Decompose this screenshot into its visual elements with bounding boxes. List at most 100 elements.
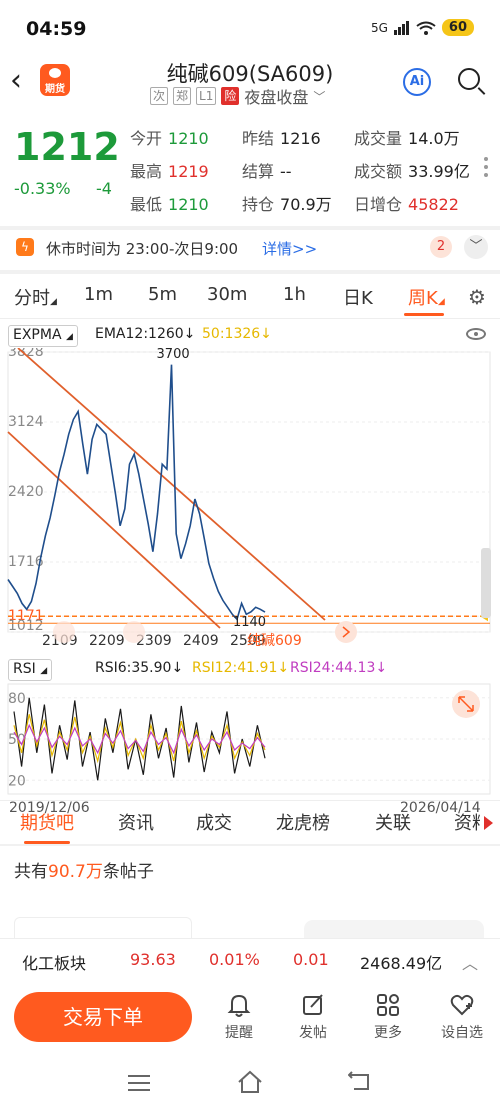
turnover-cell: 成交额 33.99亿 — [354, 158, 470, 182]
chevron-up-icon[interactable]: ︿ — [462, 954, 479, 973]
tab-intraday[interactable]: 分时◢ — [14, 288, 57, 309]
tag-risk: 险 — [221, 87, 240, 105]
sector-bar[interactable]: 化工板块 93.63 0.01% 0.01 2468.49亿 ︿ — [0, 938, 500, 980]
post-label: 发帖 — [299, 1025, 327, 1041]
notice-details-link[interactable]: 详情>> — [262, 240, 318, 258]
grid-icon — [377, 994, 399, 1016]
prev-settle-label: 昨结 — [242, 129, 275, 148]
watchlist-button[interactable]: 设自选 — [432, 992, 492, 1042]
status-icons: 5G 60 — [371, 19, 474, 36]
ai-assistant-icon[interactable]: Ai — [403, 68, 431, 96]
tag-level: L1 — [196, 87, 217, 105]
more-button[interactable]: 更多 — [358, 992, 418, 1042]
chevron-right-icon — [342, 626, 351, 638]
back-nav-icon[interactable] — [348, 1071, 372, 1093]
tab-news[interactable]: 资讯 — [118, 813, 154, 834]
change-percent: -0.33% — [14, 179, 71, 198]
low-label: 1140 — [233, 615, 266, 630]
instrument-label: 纯碱609 — [247, 633, 302, 649]
forum-tabs: 期货吧 资讯 成交 龙虎榜 关联 资料 — [0, 800, 500, 844]
tab-daily-k[interactable]: 日K — [343, 288, 373, 309]
high-value: 1219 — [168, 162, 209, 181]
oi-label: 持仓 — [242, 195, 275, 214]
high-label: 最高 — [130, 162, 163, 181]
action-bar: 交易下单 提醒 发帖 更多 设自选 — [0, 984, 500, 1054]
eye-icon[interactable] — [466, 328, 486, 340]
low-label: 最低 — [130, 195, 163, 214]
remind-button[interactable]: 提醒 — [209, 992, 269, 1042]
y-tick-label: 2420 — [8, 484, 44, 500]
expand-arrows-icon — [458, 696, 474, 712]
edit-icon — [303, 994, 323, 1015]
app-logo[interactable]: 期货 — [40, 64, 70, 96]
menu-icon[interactable] — [128, 1074, 150, 1092]
high-cell: 最高 1219 — [130, 158, 209, 182]
app-logo-text: 期货 — [45, 84, 65, 95]
low-value: 1210 — [168, 195, 209, 214]
kline-chart[interactable]: 3828312424201716117110123700114021092209… — [0, 348, 500, 653]
lightning-icon: ϟ — [16, 238, 34, 256]
active-tab-underline — [24, 841, 70, 844]
battery-icon: 60 — [441, 19, 474, 36]
chevron-down-icon[interactable]: ﹀ — [313, 89, 326, 104]
oi-change-value: 45822 — [408, 195, 459, 214]
tab-5m[interactable]: 5m — [148, 284, 177, 305]
rsi-name: RSI — [13, 661, 36, 677]
more-dots-icon[interactable] — [484, 157, 488, 181]
rsi-series-line-0 — [13, 697, 266, 781]
back-icon[interactable]: ‹ — [10, 63, 22, 98]
signal-icon — [393, 20, 409, 35]
low-cell: 最低 1210 — [130, 191, 209, 215]
tab-related[interactable]: 关联 — [375, 813, 411, 834]
session-status[interactable]: 夜盘收盘 — [244, 88, 309, 107]
volume-value: 14.0万 — [408, 129, 460, 148]
home-icon[interactable] — [237, 1070, 263, 1094]
open-cell: 今开 1210 — [130, 125, 209, 149]
status-time: 04:59 — [26, 18, 87, 40]
prev-settle-value: 1216 — [280, 129, 321, 148]
trading-hours-notice: ϟ 休市时间为 23:00-次日9:00 详情>> 2 ﹀ — [0, 230, 500, 266]
tab-weekly-k[interactable]: 周K◢ — [408, 288, 445, 309]
oi-change-cell: 日增仓 45822 — [354, 191, 459, 215]
divider — [0, 226, 500, 230]
change-value: -4 — [96, 179, 112, 198]
search-icon[interactable] — [458, 68, 480, 90]
subtitle: 次 郑 L1 险 夜盘收盘 ﹀ — [150, 84, 325, 108]
tab-intraday-label: 分时 — [14, 288, 50, 309]
y-tick-label: 3124 — [8, 414, 44, 430]
scrollbar-thumb — [481, 548, 491, 618]
volume-label: 成交量 — [354, 129, 403, 148]
tab-trades[interactable]: 成交 — [196, 813, 232, 834]
post-count-value: 90.7万 — [48, 862, 103, 882]
date-end-label: 2026/04/14 — [400, 800, 481, 816]
sector-value: 93.63 — [130, 950, 176, 969]
heart-plus-icon — [450, 994, 474, 1016]
settle-value: -- — [280, 162, 292, 181]
filter-pill[interactable] — [14, 917, 192, 939]
divider — [0, 318, 500, 319]
order-button[interactable]: 交易下单 — [14, 992, 192, 1042]
period-tabs: 分时◢ 1m 5m 30m 1h 日K 周K◢ ⚙ — [0, 278, 500, 318]
settle-cell: 结算 -- — [242, 158, 292, 182]
sector-percent: 0.01% — [209, 950, 260, 969]
rsi-select[interactable]: RSI ◢ — [8, 659, 53, 681]
watchlist-label: 设自选 — [441, 1025, 483, 1041]
tab-1m[interactable]: 1m — [84, 284, 113, 305]
tab-forum[interactable]: 期货吧 — [20, 813, 74, 834]
chevron-down-icon[interactable]: ﹀ — [464, 235, 488, 259]
gear-icon[interactable]: ⚙ — [468, 285, 486, 309]
tab-dragon-tiger[interactable]: 龙虎榜 — [276, 813, 330, 834]
oi-change-label: 日增仓 — [354, 195, 403, 214]
oi-value: 70.9万 — [280, 195, 332, 214]
indicator-select[interactable]: EXPMA ◢ — [8, 325, 78, 347]
sort-pill[interactable] — [304, 920, 484, 938]
notice-count-badge[interactable]: 2 — [430, 236, 452, 258]
tab-30m[interactable]: 30m — [207, 284, 248, 305]
post-button[interactable]: 发帖 — [283, 992, 343, 1042]
more-tabs-arrow-icon[interactable] — [480, 812, 500, 836]
tab-1h[interactable]: 1h — [283, 284, 306, 305]
scroll-left-handle — [53, 621, 75, 643]
prev-settle-cell: 昨结 1216 — [242, 125, 321, 149]
sector-change: 0.01 — [293, 950, 329, 969]
